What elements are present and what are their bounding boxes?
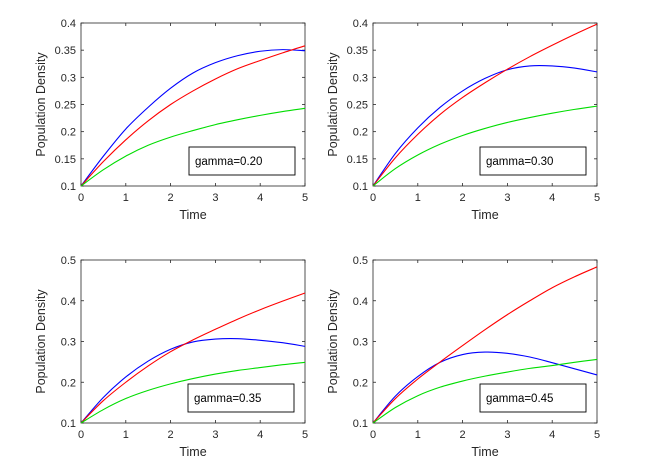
x-tick-label: 1 [415, 429, 421, 441]
subplot-1: 0 1 2 3 4 5 0.1 0.15 0.2 0.25 0.3 0.35 0.4 Time Popula… [34, 18, 308, 222]
x-tick-label: 4 [257, 429, 263, 441]
x-tick-label: 0 [370, 192, 376, 204]
y-tick-label: 0.4 [353, 18, 368, 30]
y-tick-label: 0.3 [353, 337, 368, 349]
y-tick-label: 0.35 [347, 45, 368, 57]
x-axis-label: Time [179, 208, 206, 222]
annotation-box [479, 146, 587, 176]
series-line-red [80, 45, 306, 187]
x-axis-label: Time [179, 445, 206, 459]
annotation-text: gamma=0.45 [486, 393, 553, 405]
x-tick-label: 1 [123, 192, 129, 204]
x-tick-label: 3 [212, 192, 218, 204]
y-tick-label: 0.2 [61, 377, 76, 389]
series-line-green [372, 358, 598, 424]
y-tick-label: 0.25 [55, 100, 76, 112]
x-tick-label: 5 [594, 429, 600, 441]
y-tick-label: 0.3 [61, 337, 76, 349]
x-tick-label: 2 [460, 429, 466, 441]
subplot-3: 0 1 2 3 4 5 0.1 0.2 0.3 0.4 0.5 Time Population Dens… [34, 255, 308, 459]
series-line-blue [80, 337, 306, 424]
x-tick-label: 2 [460, 192, 466, 204]
annotation-text: gamma=0.20 [195, 156, 262, 168]
series-line-red [80, 292, 306, 424]
x-tick-label: 4 [549, 429, 555, 441]
series-line-red [372, 23, 598, 187]
subplot-4: 0 1 2 3 4 5 0.1 0.2 0.3 0.4 0.5 Time Population Dens… [326, 255, 600, 459]
y-tick-label: 0.4 [61, 18, 76, 30]
y-tick-label: 0.2 [353, 377, 368, 389]
annotation-box [479, 383, 587, 413]
x-tick-label: 2 [168, 192, 174, 204]
y-tick-label: 0.4 [61, 296, 76, 308]
y-tick-label: 0.3 [61, 72, 76, 84]
x-tick-label: 3 [504, 429, 510, 441]
y-tick-label: 0.3 [353, 72, 368, 84]
annotation-box [187, 383, 295, 413]
series-line-red [372, 266, 598, 424]
x-tick-label: 4 [549, 192, 555, 204]
series-line-green [80, 361, 306, 424]
y-axis-label: Population Density [326, 289, 340, 394]
x-tick-label: 2 [168, 429, 174, 441]
y-axis-label: Population Density [34, 289, 48, 394]
x-tick-label: 1 [123, 429, 129, 441]
x-tick-label: 5 [594, 192, 600, 204]
y-tick-label: 0.1 [61, 181, 76, 193]
x-axis-label: Time [471, 445, 498, 459]
y-tick-label: 0.5 [353, 255, 368, 267]
subplot-2: 0 1 2 3 4 5 0.1 0.15 0.2 0.25 0.3 0.35 0.4 Time Popula… [326, 18, 600, 222]
y-tick-label: 0.2 [61, 127, 76, 139]
y-tick-label: 0.15 [347, 154, 368, 166]
x-tick-label: 4 [257, 192, 263, 204]
y-axis-label: Population Density [34, 52, 48, 157]
x-tick-label: 5 [302, 429, 308, 441]
x-tick-label: 0 [78, 192, 84, 204]
y-tick-label: 0.15 [55, 154, 76, 166]
y-tick-label: 0.35 [55, 45, 76, 57]
series-line-green [372, 105, 598, 187]
y-tick-label: 0.5 [61, 255, 76, 267]
x-tick-label: 1 [415, 192, 421, 204]
series-line-green [80, 107, 306, 187]
annotation-box [188, 146, 296, 176]
x-tick-label: 3 [504, 192, 510, 204]
x-axis-label: Time [471, 208, 498, 222]
series-line-blue [80, 49, 306, 187]
annotation-text: gamma=0.35 [194, 393, 261, 405]
x-tick-label: 0 [78, 429, 84, 441]
x-tick-label: 0 [370, 429, 376, 441]
y-axis-label: Population Density [326, 52, 340, 157]
y-tick-label: 0.1 [353, 181, 368, 193]
x-tick-label: 5 [302, 192, 308, 204]
y-tick-label: 0.25 [347, 100, 368, 112]
x-tick-label: 3 [212, 429, 218, 441]
series-line-blue [372, 64, 598, 187]
y-tick-label: 0.1 [61, 418, 76, 430]
y-tick-label: 0.1 [353, 418, 368, 430]
y-tick-label: 0.4 [353, 296, 368, 308]
annotation-text: gamma=0.30 [486, 156, 553, 168]
y-tick-label: 0.2 [353, 127, 368, 139]
